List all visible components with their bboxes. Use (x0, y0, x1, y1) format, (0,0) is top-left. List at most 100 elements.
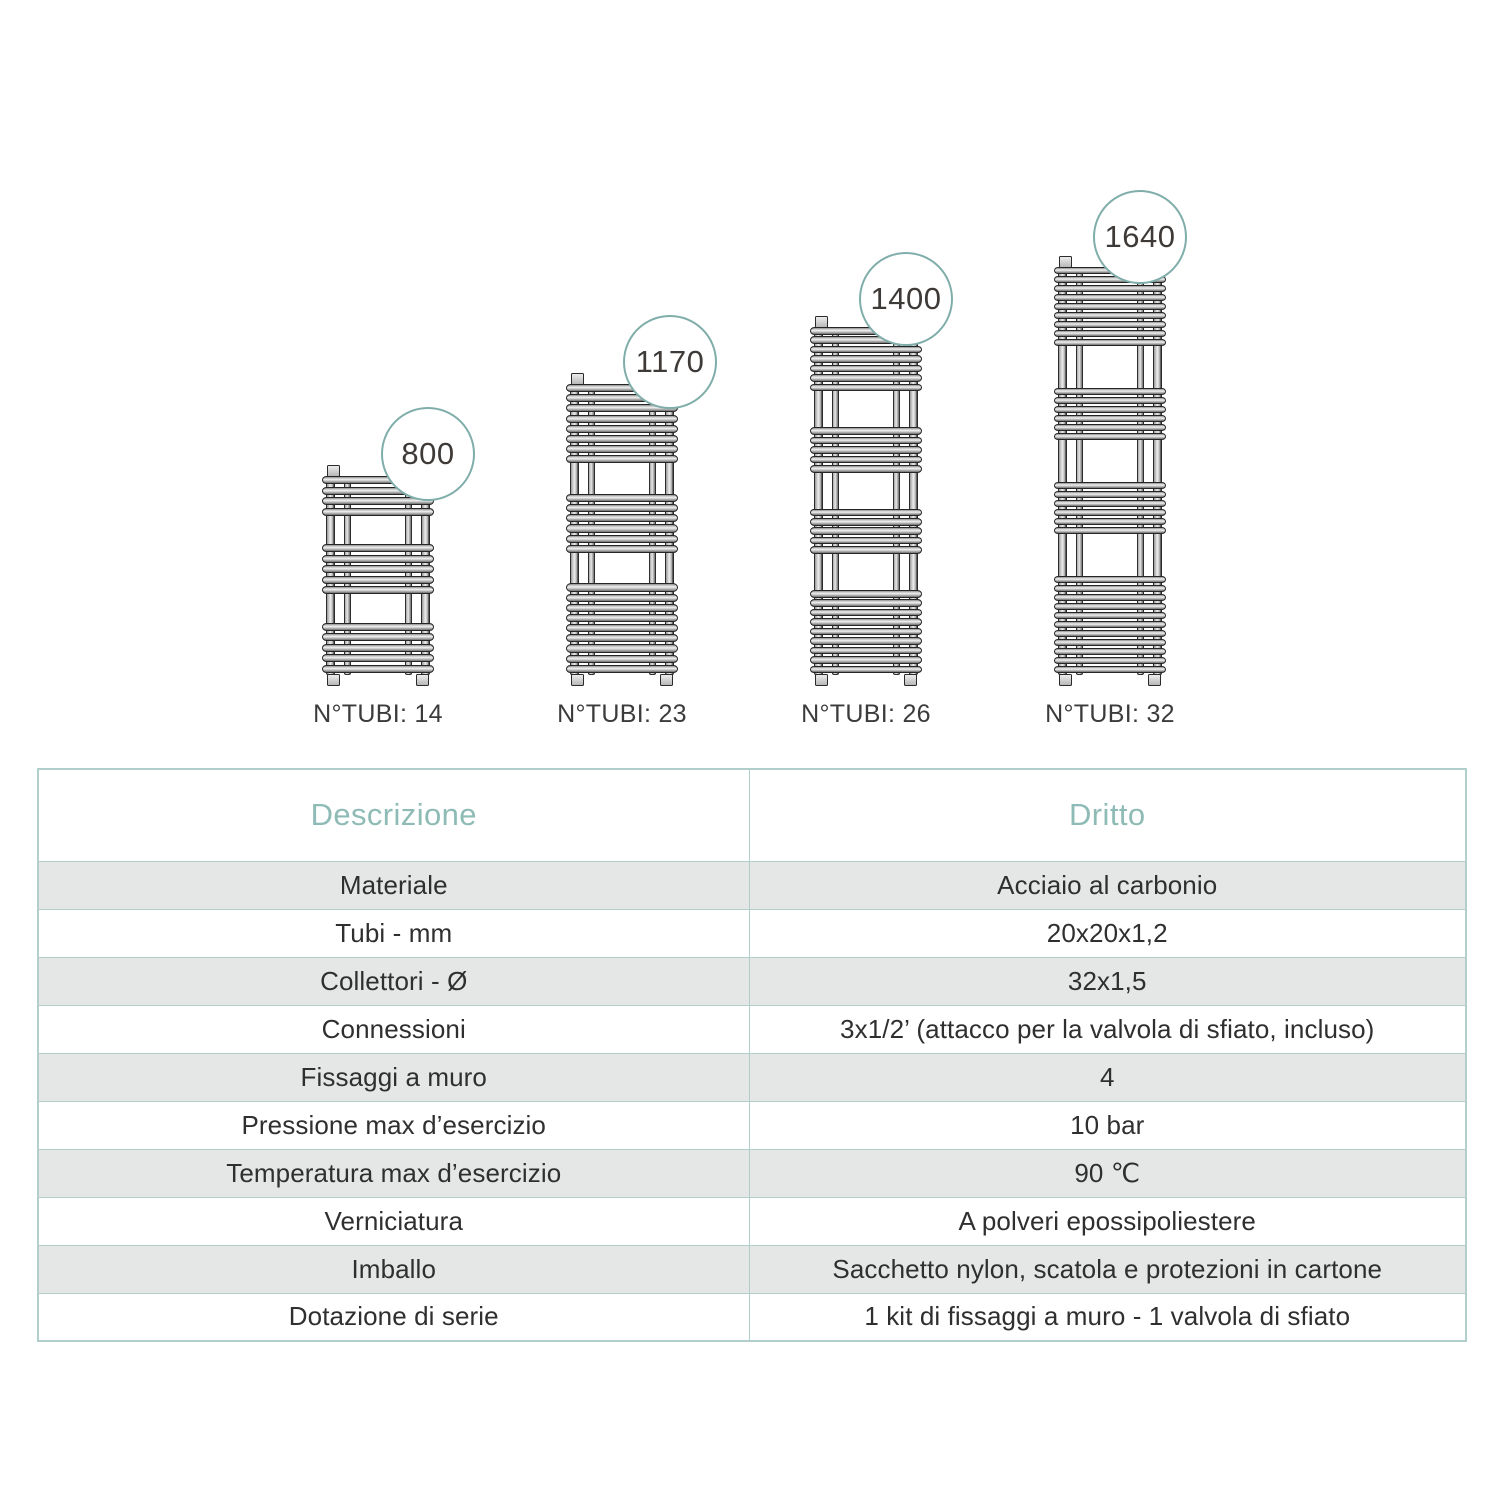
height-badge-1400: 1400 (859, 252, 953, 346)
radiator-model-1400 (810, 316, 922, 686)
connector-nub-icon (1148, 674, 1161, 686)
radiator-tube (322, 654, 434, 663)
radiator-tube (810, 355, 922, 363)
radiator-body (566, 373, 678, 686)
radiator-tube (1054, 508, 1166, 517)
radiator-tube (810, 665, 922, 674)
height-badge-1170: 1170 (623, 315, 717, 409)
spec-label: Verniciatura (37, 1196, 750, 1246)
radiator-tube (1054, 647, 1166, 656)
tube-count-caption: N°TUBI: 14 (313, 700, 443, 728)
connector-nub-icon (660, 674, 673, 686)
radiator-tube (322, 664, 434, 673)
radiator-model-800 (322, 465, 434, 686)
radiator-tube (322, 622, 434, 631)
radiator-tube (566, 514, 678, 523)
tube-count-caption: N°TUBI: 32 (1045, 700, 1175, 728)
radiator-tube (566, 524, 678, 533)
radiator-tube (810, 536, 922, 545)
tube-count-caption: N°TUBI: 26 (801, 700, 931, 728)
table-row: Connessioni 3x1/2’ (attacco per la valvol… (37, 1004, 1467, 1054)
connector-nub-icon (571, 674, 584, 686)
radiator-tube (566, 664, 678, 673)
spec-value: 20x20x1,2 (748, 908, 1467, 958)
radiator-tube (1054, 629, 1166, 638)
radiator-tube (566, 654, 678, 663)
table-row: Collettori - Ø 32x1,5 (37, 956, 1467, 1006)
table-row: Dotazione di serie 1 kit di fissaggi a mu… (37, 1292, 1467, 1342)
radiator-tube (1054, 575, 1166, 584)
radiator-tube (810, 345, 922, 354)
spec-value: A polveri epossipoliestere (748, 1196, 1467, 1246)
size-comparison-diagram: 800 N°TUBI: 14 1170 N°TUBI: 23 1400 N°TUBI: 2… (313, 190, 1187, 728)
table-row: Tubi - mm 20x20x1,2 (37, 908, 1467, 958)
column-header-descrizione: Descrizione (37, 768, 750, 862)
radiator-tube (810, 436, 922, 445)
table-row: Pressione max d’esercizio 10 bar (37, 1100, 1467, 1150)
radiator-tube (566, 603, 678, 612)
radiator-tube (566, 634, 678, 643)
tube-group (322, 544, 434, 597)
height-badge-label: 800 (401, 436, 455, 471)
tube-group (566, 384, 678, 465)
radiator-tube (810, 618, 922, 626)
spec-label: Tubi - mm (37, 908, 750, 958)
radiator-tube (810, 589, 922, 598)
radiator-tube (566, 624, 678, 633)
spec-label: Dotazione di serie (37, 1292, 750, 1342)
tube-group (1054, 387, 1166, 442)
radiator-tube (810, 599, 922, 607)
radiator-tube (810, 646, 922, 655)
radiator-tube (1054, 593, 1166, 602)
radiator-tube (322, 507, 434, 516)
radiator-tube (1054, 517, 1166, 526)
radiator-tube (810, 364, 922, 373)
radiator-tube (1054, 602, 1166, 611)
radiator-tube (1054, 330, 1166, 338)
spec-label: Temperatura max d’esercizio (37, 1148, 750, 1198)
radiator-tube (1054, 665, 1166, 674)
connector-nub-icon (416, 674, 429, 686)
radiator-tube (1054, 490, 1166, 499)
height-badge-1640: 1640 (1093, 190, 1187, 284)
radiator-tube (1054, 432, 1166, 441)
height-badge-label: 1640 (1104, 219, 1176, 254)
radiator-tube (810, 608, 922, 617)
radiator-tube (810, 637, 922, 645)
radiator-tube (810, 446, 922, 454)
radiator-tube (322, 586, 434, 595)
radiator-tube (1054, 414, 1166, 423)
tube-group (1054, 481, 1166, 536)
radiator-tube (1054, 339, 1166, 347)
connector-nub-icon (904, 674, 917, 686)
spec-value: 3x1/2’ (attacco per la valvola di sfiato… (748, 1004, 1467, 1054)
radiator-model-1640 (1054, 256, 1166, 686)
spec-value: 1 kit di fissaggi a muro - 1 valvola di … (748, 1292, 1467, 1342)
tube-group (566, 493, 678, 555)
radiator-tube (566, 414, 678, 423)
radiator-tube (1054, 526, 1166, 535)
radiator-tube (322, 497, 434, 506)
radiator-tube (322, 633, 434, 642)
radiator-tube (810, 518, 922, 526)
radiator-tube (566, 493, 678, 503)
tube-group (322, 476, 434, 518)
radiator-tube (566, 593, 678, 602)
radiator-tube (1054, 423, 1166, 432)
spec-value: 90 ℃ (748, 1148, 1467, 1198)
spec-label: Fissaggi a muro (37, 1052, 750, 1102)
radiator-tube (810, 627, 922, 636)
radiator-tube (810, 374, 922, 382)
radiator-tube (810, 527, 922, 536)
radiator-tube (1054, 611, 1166, 620)
spec-label: Materiale (37, 860, 750, 910)
radiator-tube (566, 544, 678, 553)
tube-group (1054, 575, 1166, 675)
connector-nub-icon (327, 674, 340, 686)
radiator-tube (1054, 499, 1166, 508)
radiator-tube (810, 455, 922, 464)
spec-value: 4 (748, 1052, 1467, 1102)
tube-count-caption: N°TUBI: 23 (557, 700, 687, 728)
tube-group (810, 327, 922, 393)
radiator-tube (810, 465, 922, 473)
